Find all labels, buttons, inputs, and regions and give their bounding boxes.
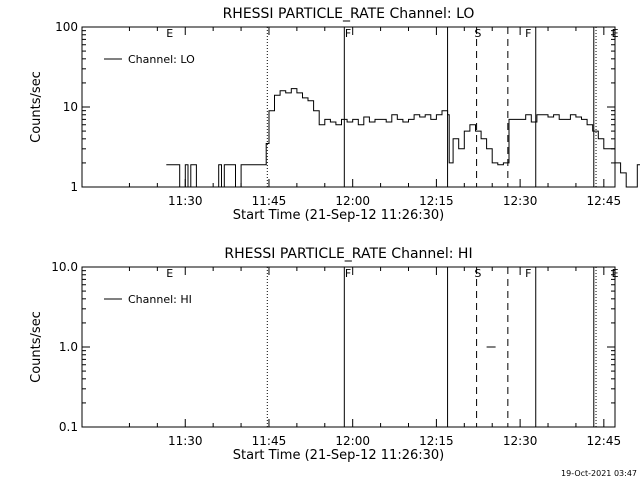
chart-title: RHESSI PARTICLE_RATE Channel: HI — [224, 246, 472, 262]
y-axis-label: Counts/sec — [29, 71, 44, 143]
x-tick-label: 12:45 — [587, 194, 622, 208]
x-tick-label: 12:15 — [419, 434, 454, 448]
series-line-1 — [166, 88, 640, 188]
y-tick-label: 0.1 — [59, 420, 78, 434]
event-label: F — [345, 267, 351, 280]
chart-title: RHESSI PARTICLE_RATE Channel: LO — [223, 6, 475, 22]
chart-panel-1: RHESSI PARTICLE_RATE Channel: LO 11:30 11:… — [29, 6, 640, 223]
y-tick-label: 100 — [55, 20, 78, 34]
y-axis-label: Counts/sec — [29, 311, 44, 383]
event-label: E — [166, 27, 173, 40]
event-label: E — [612, 27, 619, 40]
x-tick-label: 11:45 — [252, 434, 287, 448]
y-tick-label: 10.0 — [51, 260, 78, 274]
x-tick-label: 11:30 — [168, 194, 203, 208]
x-tick-label: 12:15 — [419, 194, 454, 208]
x-tick-label: 12:00 — [335, 194, 370, 208]
legend-label: Channel: LO — [128, 53, 195, 66]
footer-timestamp: 19-Oct-2021 03:47 — [561, 469, 637, 478]
event-label: F — [525, 27, 531, 40]
event-label: F — [525, 267, 531, 280]
y-tick-label: 1.0 — [59, 340, 78, 354]
event-label: E — [166, 267, 173, 280]
x-tick-label: 12:30 — [503, 194, 538, 208]
event-label: S — [474, 267, 481, 280]
x-tick-label: 11:30 — [168, 434, 203, 448]
y-tick-label: 1 — [70, 180, 78, 194]
x-axis-label: Start Time (21-Sep-12 11:26:30) — [233, 448, 444, 463]
x-axis-label: Start Time (21-Sep-12 11:26:30) — [233, 208, 444, 223]
y-tick-label: 10 — [63, 100, 78, 114]
legend-label: Channel: HI — [128, 293, 192, 306]
event-label: F — [345, 27, 351, 40]
chart-panel-2: RHESSI PARTICLE_RATE Channel: HI 11:30 11:… — [29, 246, 622, 463]
x-tick-label: 11:45 — [252, 194, 287, 208]
event-label: S — [474, 27, 481, 40]
x-tick-label: 12:45 — [587, 434, 622, 448]
event-label: E — [612, 267, 619, 280]
x-tick-label: 12:30 — [503, 434, 538, 448]
x-tick-label: 12:00 — [335, 434, 370, 448]
